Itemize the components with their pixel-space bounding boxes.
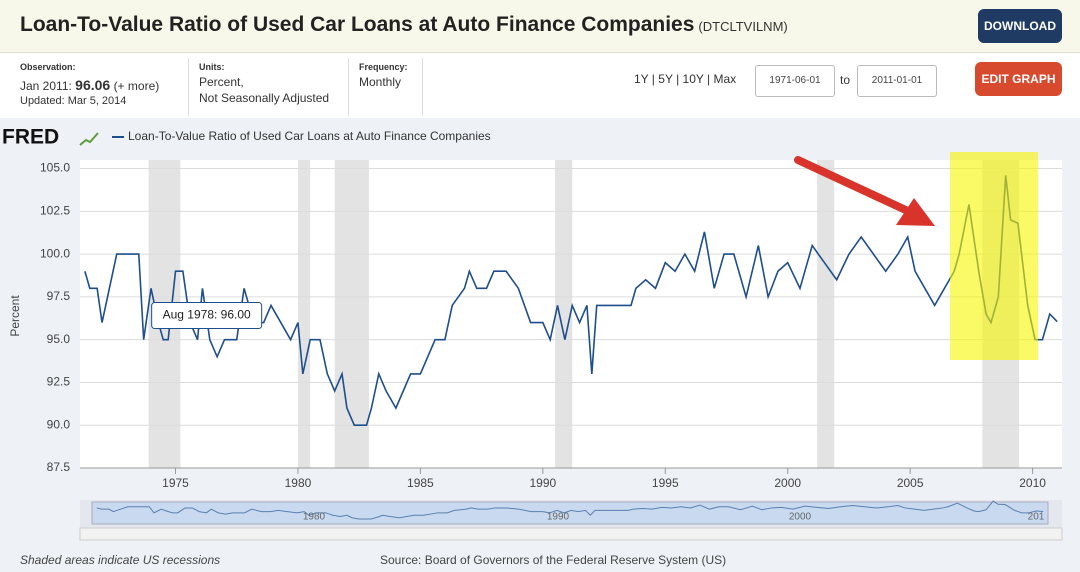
range-button[interactable]: 10Y: [682, 72, 704, 86]
arrow-head: [896, 198, 935, 226]
edit-graph-button[interactable]: EDIT GRAPH: [975, 62, 1062, 96]
navigator-label: 1990: [547, 512, 570, 523]
units-label: Units:: [199, 62, 225, 72]
series-line: [84, 175, 1058, 427]
date-from[interactable]: 1971-06-01: [755, 65, 835, 97]
range-button[interactable]: 1Y: [634, 72, 649, 86]
y-tick-label: 102.5: [40, 204, 70, 218]
frequency-label: Frequency:: [359, 62, 408, 72]
x-tick-label: 2010: [1019, 476, 1046, 490]
units-line: Percent,: [199, 75, 244, 89]
y-tick-label: 90.0: [47, 417, 71, 431]
navigator-window: [91, 501, 1049, 525]
brand: FRED: [2, 126, 59, 149]
y-tick-label: 105.0: [40, 161, 70, 175]
y-tick-label: 95.0: [47, 332, 71, 346]
title-text: Loan-To-Value Ratio of Used Car Loans at…: [20, 13, 695, 36]
footer-note: Shaded areas indicate US recessions: [20, 553, 220, 567]
header: [0, 0, 1080, 53]
x-tick-label: 2005: [897, 476, 924, 490]
download-button[interactable]: DOWNLOAD: [978, 9, 1062, 43]
frequency: Monthly: [359, 75, 402, 89]
navigator-label: 1980: [303, 512, 326, 523]
x-tick-label: 2000: [774, 476, 801, 490]
date-to[interactable]: 2011-01-01: [857, 65, 937, 97]
x-tick-label: 1975: [162, 476, 189, 490]
navigator-line: [96, 500, 1044, 520]
x-tick-label: 1985: [407, 476, 434, 490]
units-line: Not Seasonally Adjusted: [199, 91, 330, 105]
updated: Updated: Mar 5, 2014: [20, 95, 127, 107]
divider: [348, 58, 349, 116]
brand-icon: [79, 132, 99, 146]
range-buttons: 1Y | 5Y | 10Y | Max: [634, 72, 737, 86]
navigator-label: 2000: [789, 512, 812, 523]
range-button[interactable]: Max: [713, 72, 737, 86]
legend-label: Loan-To-Value Ratio of Used Car Loans at…: [128, 129, 491, 143]
recession-band: [555, 160, 573, 468]
title: Loan-To-Value Ratio of Used Car Loans at…: [20, 13, 788, 37]
y-tick-label: 97.5: [47, 289, 71, 303]
range-button[interactable]: 5Y: [658, 72, 673, 86]
arrow-shaft: [794, 156, 914, 216]
tooltip-text: Aug 1978: 96.00: [163, 308, 251, 322]
recession-band: [297, 160, 311, 468]
observation-date: Jan 2011:: [20, 79, 72, 93]
source: Source: Board of Governors of the Federa…: [380, 553, 726, 567]
y-tick-label: 87.5: [47, 460, 71, 474]
more-link[interactable]: (+ more): [113, 79, 160, 93]
y-tick-label: 92.5: [47, 375, 71, 389]
recession-band: [334, 160, 369, 468]
x-tick-label: 1990: [529, 476, 556, 490]
divider: [188, 58, 189, 116]
recession-band: [817, 160, 835, 468]
tooltip-box: [151, 302, 263, 330]
observation-value: 96.06: [75, 77, 111, 93]
x-tick-label: 1995: [652, 476, 679, 490]
highlight-box: [950, 152, 1038, 360]
observation-label: Observation:: [20, 62, 76, 72]
x-tick-label: 1980: [285, 476, 312, 490]
y-axis-label: Percent: [8, 295, 22, 337]
scrollbar[interactable]: [79, 527, 1063, 541]
series-code: (DTCLTVILNM): [698, 19, 788, 34]
to-label: to: [840, 73, 851, 87]
y-tick-label: 100.0: [40, 246, 70, 260]
divider: [422, 58, 423, 116]
navigator-label: 201: [1028, 512, 1045, 523]
